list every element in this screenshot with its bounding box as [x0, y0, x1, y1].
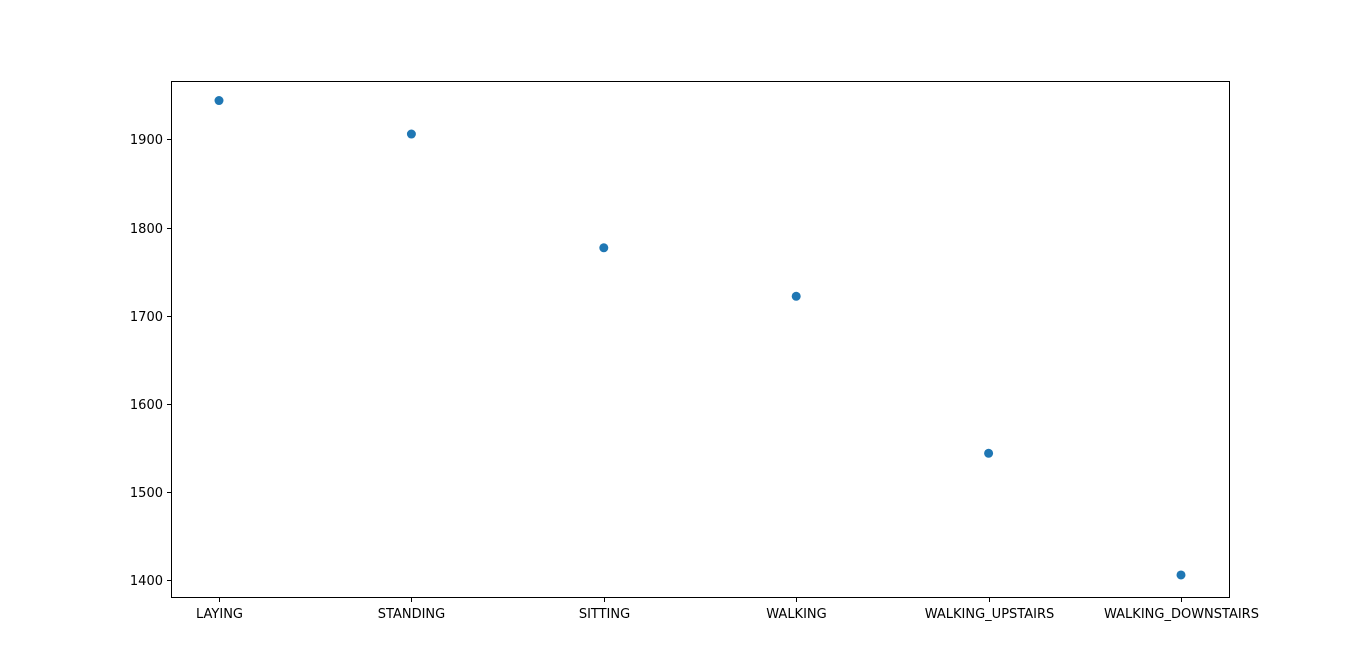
- plot-frame: [171, 81, 1230, 598]
- y-tick-label: 1800: [130, 222, 163, 237]
- x-tick-label: LAYING: [196, 607, 243, 622]
- data-points: [214, 96, 1186, 580]
- x-tick-label: SITTING: [579, 607, 630, 622]
- data-point: [1176, 570, 1186, 580]
- data-point: [214, 96, 224, 106]
- data-point: [791, 291, 801, 301]
- x-tick-label: WALKING_DOWNSTAIRS: [1104, 607, 1259, 622]
- y-tick-label: 1500: [130, 486, 163, 501]
- y-tick-label: 1600: [130, 398, 163, 413]
- y-tick-label: 1700: [130, 310, 163, 325]
- y-tick-label: 1900: [130, 133, 163, 148]
- x-axis: LAYING STANDING SITTING WALKING WALKING_UPST…: [196, 597, 1259, 622]
- x-tick-label: WALKING: [766, 607, 826, 622]
- x-tick-label: WALKING_UPSTAIRS: [925, 607, 1055, 622]
- y-axis: 1400 1500 1600 1700 1800 1900: [130, 133, 172, 589]
- data-point: [406, 129, 416, 139]
- x-tick-label: STANDING: [378, 607, 445, 622]
- data-point: [984, 448, 994, 458]
- y-tick-label: 1400: [130, 574, 163, 589]
- data-point: [599, 243, 609, 253]
